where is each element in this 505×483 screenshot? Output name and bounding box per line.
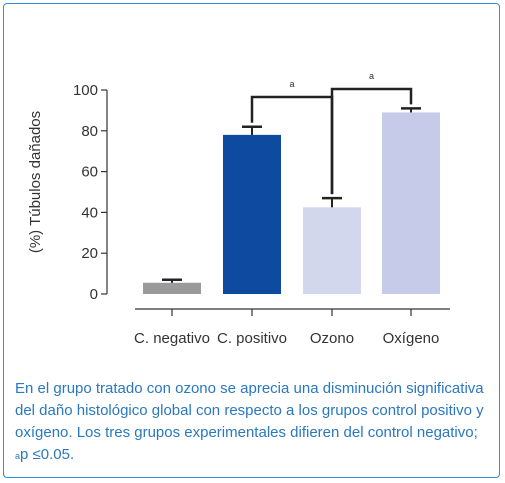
- x-tick-label: C. negativo: [134, 330, 210, 347]
- x-tick-label: Ozono: [310, 330, 354, 347]
- caption-superscript: a: [15, 451, 21, 461]
- significance-label: a: [369, 71, 374, 81]
- figure-caption: En el grupo tratado con ozono se aprecia…: [15, 378, 495, 466]
- y-tick-label: 20: [81, 245, 98, 262]
- caption-tail: p ≤0.05.: [20, 446, 75, 463]
- bar: [303, 207, 361, 294]
- significance-label: a: [289, 79, 294, 89]
- x-tick-label: C. positivo: [217, 330, 287, 347]
- y-tick-label: 40: [81, 204, 98, 221]
- x-tick-label: Oxígeno: [383, 330, 440, 347]
- y-axis-label: (%) Túbulos dañados: [27, 111, 44, 253]
- y-tick-label: 100: [73, 82, 98, 99]
- bar: [143, 282, 201, 294]
- y-tick-label: 0: [90, 286, 98, 303]
- bar: [223, 134, 281, 294]
- caption-text: En el grupo tratado con ozono se aprecia…: [15, 380, 484, 441]
- y-tick-label: 60: [81, 164, 98, 181]
- significance-bracket: [330, 87, 413, 195]
- y-tick-label: 80: [81, 123, 98, 140]
- bar: [382, 112, 440, 294]
- bar-chart: (%) Túbulos dañados 0 20 40 60 80 100 C. negat…: [27, 71, 450, 347]
